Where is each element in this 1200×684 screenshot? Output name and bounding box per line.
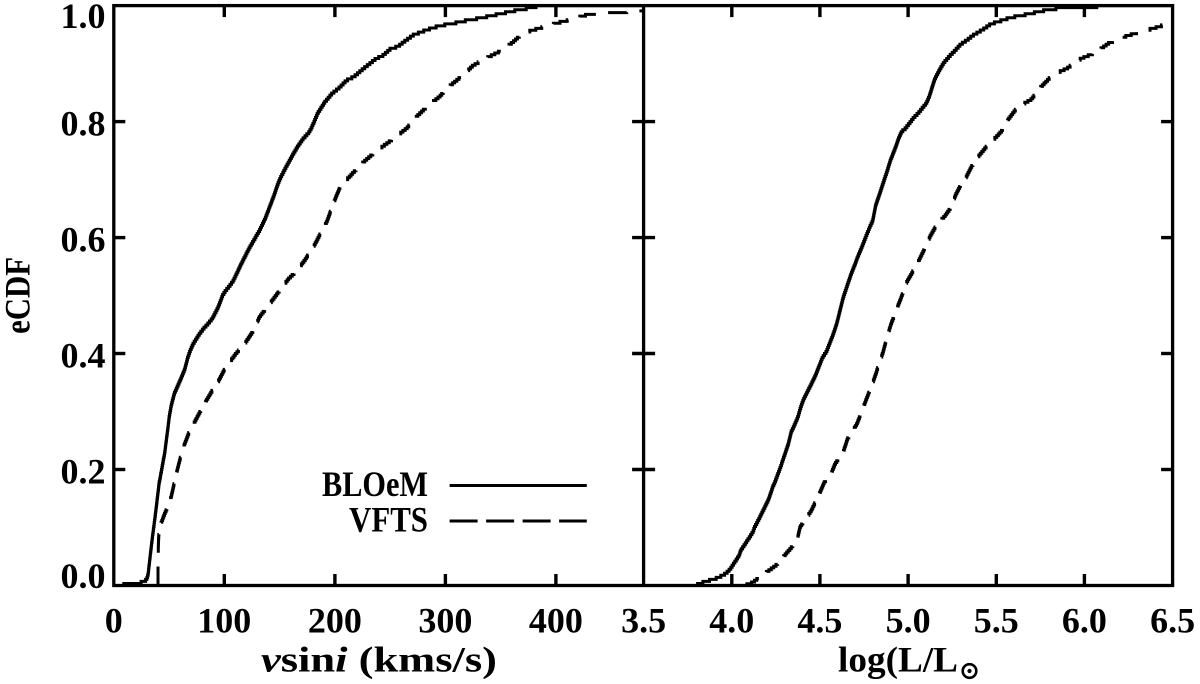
svg-text:100: 100 bbox=[197, 601, 251, 641]
svg-text:4.0: 4.0 bbox=[709, 601, 754, 641]
svg-text:5.5: 5.5 bbox=[974, 601, 1019, 641]
svg-text:1.0: 1.0 bbox=[61, 0, 106, 36]
svg-text:6.0: 6.0 bbox=[1062, 601, 1107, 641]
svg-text:6.5: 6.5 bbox=[1150, 601, 1195, 641]
svg-text:0.0: 0.0 bbox=[61, 556, 106, 596]
svg-text:200: 200 bbox=[308, 601, 362, 641]
svg-text:5.0: 5.0 bbox=[886, 601, 931, 641]
svg-text:VFTS: VFTS bbox=[349, 499, 428, 539]
svg-text:300: 300 bbox=[418, 601, 472, 641]
svg-text:3.5: 3.5 bbox=[621, 601, 666, 641]
svg-text:4.5: 4.5 bbox=[797, 601, 842, 641]
svg-text:eCDF: eCDF bbox=[0, 257, 38, 334]
svg-text:0.4: 0.4 bbox=[61, 336, 106, 376]
svg-text:0.2: 0.2 bbox=[61, 452, 106, 492]
svg-text:0.8: 0.8 bbox=[61, 103, 106, 143]
svg-text:400: 400 bbox=[529, 601, 583, 641]
svg-text:0.6: 0.6 bbox=[61, 220, 106, 260]
svg-text:BLOeM: BLOeM bbox=[322, 464, 428, 504]
svg-text:0: 0 bbox=[105, 601, 123, 641]
svg-text:log(L/L: log(L/L bbox=[838, 639, 958, 679]
